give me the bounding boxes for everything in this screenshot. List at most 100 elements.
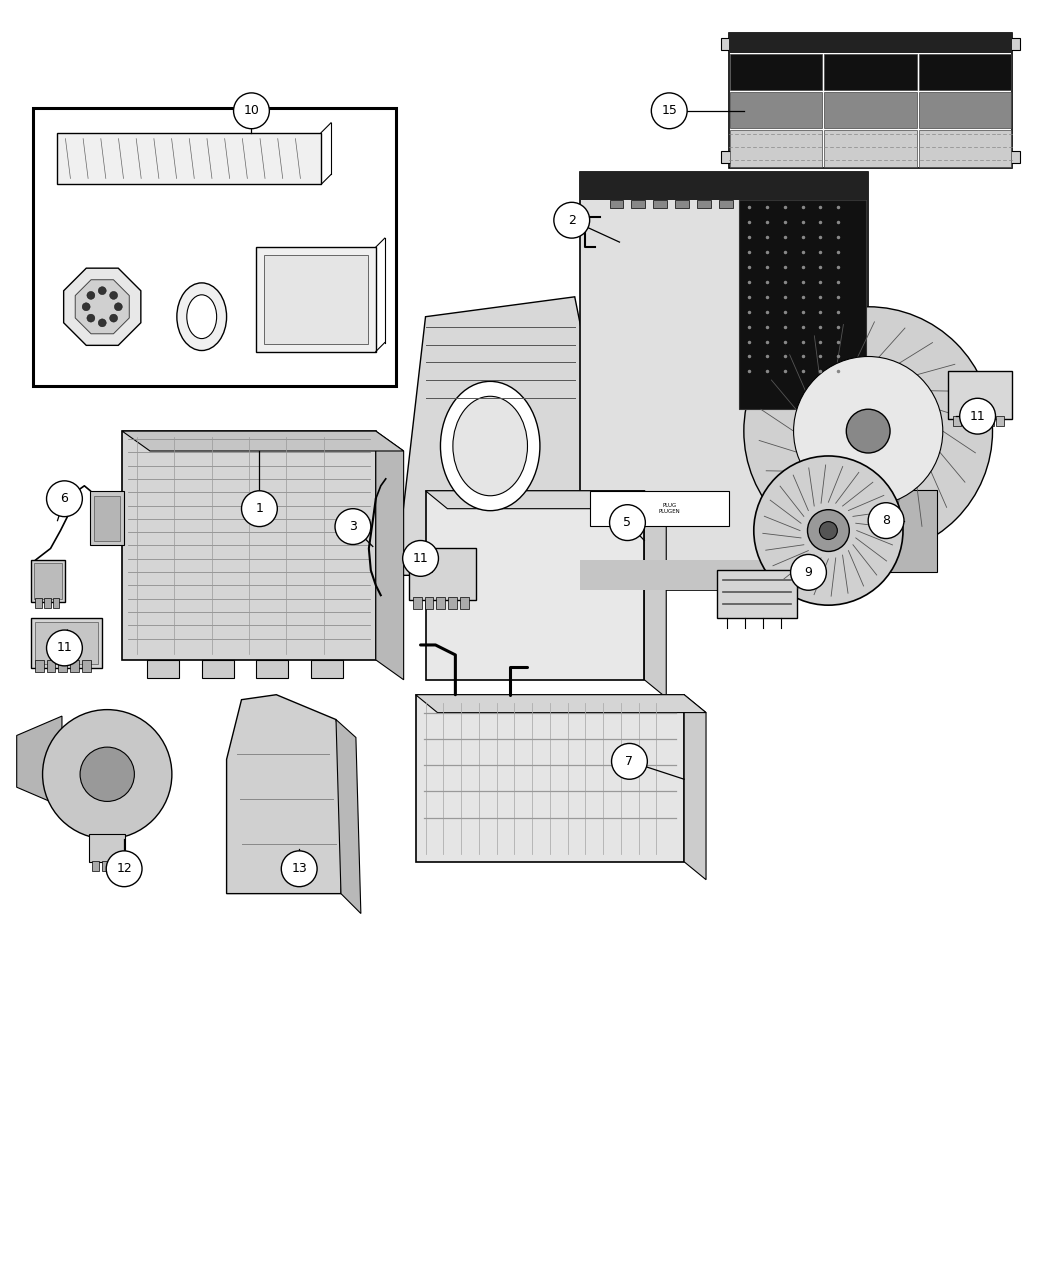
Bar	[92, 861, 100, 871]
Bar	[580, 172, 868, 200]
Bar	[94, 496, 120, 541]
Bar	[58, 133, 321, 185]
Bar	[986, 416, 993, 426]
Bar	[697, 200, 711, 208]
Bar	[717, 570, 797, 618]
Circle shape	[87, 314, 94, 323]
Ellipse shape	[453, 397, 527, 496]
Polygon shape	[416, 695, 706, 713]
Circle shape	[610, 505, 646, 541]
Circle shape	[819, 521, 837, 539]
Polygon shape	[76, 279, 129, 334]
Bar	[610, 200, 624, 208]
Polygon shape	[17, 717, 62, 807]
Text: 15: 15	[662, 105, 677, 117]
Circle shape	[114, 302, 122, 311]
Circle shape	[791, 555, 826, 590]
Text: 5: 5	[624, 516, 631, 529]
Bar	[311, 660, 343, 678]
Bar	[919, 130, 1011, 167]
Bar	[147, 660, 178, 678]
Bar	[729, 33, 1012, 54]
Bar	[34, 564, 62, 599]
Bar	[82, 660, 91, 672]
Bar	[413, 597, 421, 609]
Circle shape	[281, 850, 317, 886]
Bar	[46, 660, 56, 672]
Bar	[90, 491, 124, 546]
Circle shape	[960, 398, 995, 434]
Text: 8: 8	[882, 514, 890, 527]
Bar	[35, 622, 99, 664]
Bar	[33, 108, 396, 386]
Bar	[52, 598, 60, 608]
Circle shape	[80, 747, 134, 802]
Text: 7: 7	[626, 755, 633, 768]
Bar	[112, 861, 119, 871]
Bar	[437, 597, 445, 609]
Circle shape	[754, 456, 903, 606]
Bar	[739, 200, 866, 409]
Bar	[919, 54, 1011, 91]
Text: 2: 2	[568, 214, 575, 227]
Circle shape	[846, 409, 890, 453]
Polygon shape	[64, 268, 141, 346]
Bar	[89, 834, 125, 862]
Bar	[202, 660, 233, 678]
Polygon shape	[645, 491, 667, 697]
Bar	[824, 130, 917, 167]
Bar	[424, 597, 434, 609]
Text: 13: 13	[291, 862, 307, 875]
Text: PLUG
PLUGEN: PLUG PLUGEN	[658, 504, 680, 514]
Bar	[1003, 38, 1021, 50]
Circle shape	[82, 302, 90, 311]
Ellipse shape	[187, 295, 216, 339]
Bar	[70, 660, 80, 672]
Bar	[824, 54, 917, 91]
Bar	[675, 200, 689, 208]
Bar	[653, 200, 667, 208]
Bar	[416, 695, 685, 862]
Text: 12: 12	[117, 862, 132, 875]
Circle shape	[87, 292, 94, 300]
Polygon shape	[227, 695, 345, 894]
Bar	[35, 660, 43, 672]
Bar	[590, 491, 729, 525]
Bar	[460, 597, 469, 609]
Circle shape	[99, 287, 106, 295]
Circle shape	[611, 743, 648, 779]
Bar	[964, 416, 971, 426]
Circle shape	[242, 491, 277, 527]
Bar	[122, 861, 129, 871]
Bar	[730, 92, 822, 129]
Polygon shape	[685, 695, 706, 880]
Circle shape	[46, 481, 82, 516]
Text: 6: 6	[61, 492, 68, 505]
Circle shape	[402, 541, 439, 576]
Circle shape	[109, 314, 118, 323]
Bar	[122, 431, 376, 660]
Text: 10: 10	[244, 105, 259, 117]
Circle shape	[651, 93, 687, 129]
Circle shape	[794, 357, 943, 506]
Bar	[256, 660, 289, 678]
Bar	[824, 92, 917, 129]
Bar	[425, 491, 645, 680]
Bar	[102, 861, 109, 871]
Bar	[721, 150, 739, 162]
Bar	[580, 561, 868, 590]
Bar	[580, 172, 868, 590]
Bar	[974, 416, 983, 426]
Polygon shape	[122, 431, 403, 451]
Bar	[43, 598, 50, 608]
Bar	[721, 38, 739, 50]
Polygon shape	[425, 491, 667, 509]
Bar	[30, 618, 102, 668]
Bar	[952, 416, 961, 426]
Bar	[874, 490, 937, 571]
Bar	[996, 416, 1005, 426]
Bar	[719, 200, 733, 208]
Bar	[730, 54, 822, 91]
Circle shape	[868, 502, 904, 538]
Bar	[730, 130, 822, 167]
